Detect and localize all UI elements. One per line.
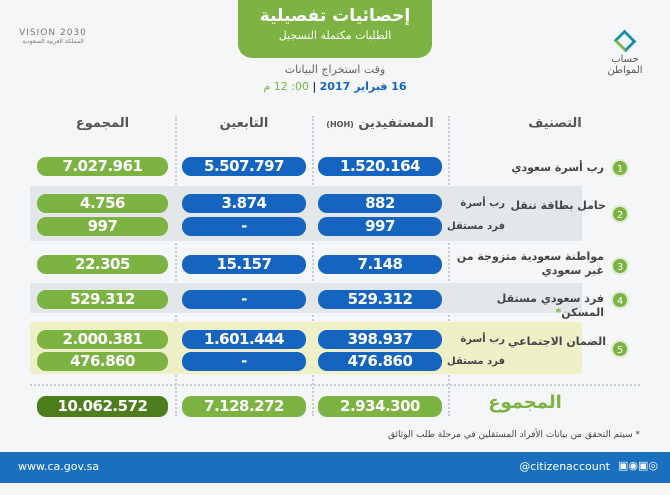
- vision-text: VISION 2030: [19, 28, 87, 38]
- beneficiaries-value: 997: [318, 217, 442, 236]
- asterisk: *: [555, 306, 562, 319]
- label-text: الضمان الاجتماعي: [508, 335, 606, 348]
- brand-name: حساب المواطن: [607, 54, 643, 76]
- date: 16 فبراير 2017: [319, 80, 407, 93]
- divider: [30, 384, 640, 386]
- dependents-value: 1.601.444: [182, 330, 306, 349]
- dependents-value: 5.507.797: [182, 157, 306, 176]
- label-text: مواطنة سعودية متزوجة من غير سعودي: [456, 250, 604, 277]
- row-label: فرد سعودي مستقل المسكن*: [452, 292, 604, 320]
- header-total: المجموع: [75, 116, 130, 131]
- total-value: 7.027.961: [37, 157, 168, 176]
- row-number: 3: [611, 257, 629, 275]
- total-value: 997: [37, 217, 168, 236]
- time: 00: 12 م: [263, 80, 309, 93]
- beneficiaries-value: 398.937: [318, 330, 442, 349]
- social-icons[interactable]: ▣◉▣◎: [618, 459, 658, 472]
- header-category: التصنيف: [528, 116, 582, 131]
- total-value: 529.312: [37, 290, 168, 309]
- page-subtitle: الطلبات مكتملة التسجيل: [278, 29, 392, 42]
- row-label: حامل بطاقة تنقل: [508, 199, 606, 213]
- footer-bar: www.ca.gov.sa @citizenaccount ▣◉▣◎: [0, 452, 670, 483]
- website-link[interactable]: www.ca.gov.sa: [18, 460, 100, 473]
- dependents-value: -: [182, 290, 306, 309]
- divider: [175, 116, 177, 416]
- dependents-value: 3.874: [182, 194, 306, 213]
- dependents-value: -: [182, 217, 306, 236]
- total-value: 22.305: [37, 255, 168, 274]
- divider: [448, 116, 450, 416]
- vision-sub: المملكة العربية السعودية: [22, 38, 84, 45]
- total-value: 2.000.381: [37, 330, 168, 349]
- label-text: حامل بطاقة تنقل: [510, 199, 606, 212]
- footnote: * سيتم التحقق من بيانات الأفراد المستقلي…: [387, 430, 640, 440]
- vision-2030-logo: VISION 2030 المملكة العربية السعودية: [18, 28, 88, 45]
- beneficiaries-value: 7.148: [318, 255, 442, 274]
- citizen-account-logo: حساب المواطن: [595, 29, 655, 76]
- sub-label: رب أسرة: [460, 334, 505, 345]
- totals-label: المجموع: [488, 392, 562, 413]
- extraction-datetime: 16 فبراير 2017 | 00: 12 م: [263, 80, 407, 93]
- extraction-time-label: وقت استخراج البيانات: [284, 63, 386, 76]
- row-number: 4: [611, 291, 629, 309]
- row-number: 5: [611, 340, 629, 358]
- header-beneficiaries: (HOH) المستفيدين: [318, 116, 442, 131]
- beneficiaries-value: 882: [318, 194, 442, 213]
- beneficiaries-value: 1.520.164: [318, 157, 442, 176]
- label-text: رب أسرة سعودي: [511, 161, 604, 174]
- total-value: 476.860: [37, 352, 168, 371]
- hoh: (HOH): [326, 120, 354, 129]
- sub-label: فرد مستقل: [447, 356, 505, 367]
- row-label: مواطنة سعودية متزوجة من غير سعودي: [452, 250, 604, 278]
- header-dependents: التابعين: [219, 116, 269, 131]
- dependents-value: 15.157: [182, 255, 306, 274]
- row-label: الضمان الاجتماعي: [508, 335, 606, 349]
- total-value: 4.756: [37, 194, 168, 213]
- row-number: 1: [611, 159, 629, 177]
- total-beneficiaries: 2.934.300: [318, 396, 442, 417]
- divider: [312, 116, 314, 416]
- row-number: 2: [611, 205, 629, 223]
- sub-label: رب أسرة: [460, 198, 505, 209]
- sub-label: فرد مستقل: [447, 221, 505, 232]
- row-label: رب أسرة سعودي: [452, 161, 604, 175]
- beneficiaries: المستفيدين: [358, 116, 434, 131]
- logo-icon: [613, 29, 637, 53]
- grand-total: 10.062.572: [37, 396, 168, 417]
- label-text: فرد سعودي مستقل المسكن: [496, 292, 604, 319]
- beneficiaries-value: 476.860: [318, 352, 442, 371]
- title-banner: إحصائيات تفصيلية الطلبات مكتملة التسجيل: [238, 0, 432, 58]
- total-dependents: 7.128.272: [182, 396, 306, 417]
- page-title: إحصائيات تفصيلية: [259, 6, 411, 26]
- beneficiaries-value: 529.312: [318, 290, 442, 309]
- social-handle[interactable]: @citizenaccount: [519, 460, 610, 473]
- dependents-value: -: [182, 352, 306, 371]
